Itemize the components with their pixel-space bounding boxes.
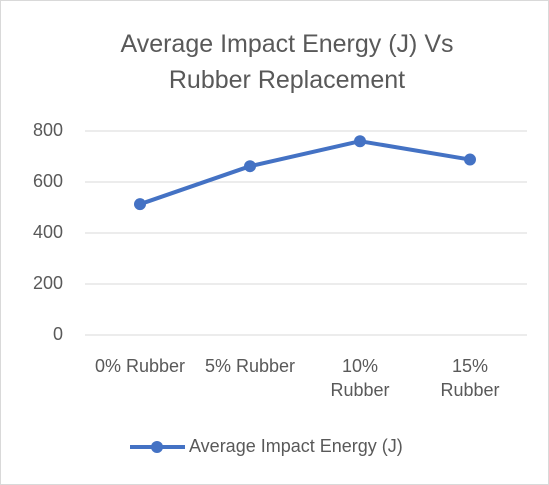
y-tick-label: 600	[33, 171, 63, 191]
data-point	[464, 153, 476, 166]
x-tick-label: 5% Rubber	[204, 356, 296, 376]
chart-title: Average Impact Energy (J) Vs Rubber Repl…	[120, 30, 454, 94]
y-tick-label: 400	[33, 222, 63, 242]
legend-label: Average Impact Energy (J)	[189, 436, 403, 456]
x-tick-label: 10% Rubber	[330, 356, 390, 400]
data-point	[354, 135, 366, 148]
y-tick-label: 800	[33, 120, 63, 140]
data-line	[138, 139, 472, 207]
data-point	[134, 198, 146, 211]
y-tick-label: 200	[33, 273, 63, 293]
x-tick-label: 0% Rubber	[94, 356, 186, 376]
y-tick-label: 0	[53, 324, 63, 344]
legend-marker	[151, 441, 163, 453]
x-tick-label: 15% Rubber	[440, 356, 500, 400]
data-point	[244, 160, 256, 173]
